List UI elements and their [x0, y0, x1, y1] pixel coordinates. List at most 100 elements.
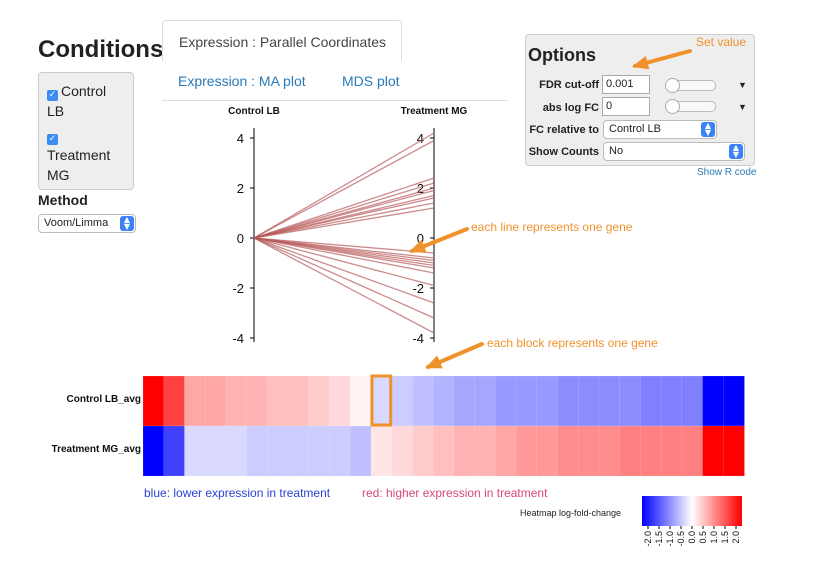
- condition-label-line2: LB: [47, 103, 65, 119]
- axis-label-control: Control LB: [228, 106, 280, 117]
- heatmap-cell: [723, 425, 745, 477]
- heatmap-cell: [184, 375, 206, 427]
- gene-line: [253, 237, 435, 254]
- fdr-caret-icon[interactable]: ▼: [738, 80, 747, 90]
- heatmap-cell: [495, 425, 517, 477]
- method-value: Voom/Limma: [44, 217, 109, 229]
- tick-label: 2: [417, 181, 424, 196]
- heatmap-cell: [660, 425, 683, 477]
- tab-divider: [162, 100, 508, 101]
- heatmap-cell: [412, 375, 434, 427]
- tick-label: -2: [232, 281, 244, 296]
- fc-relative-label: FC relative to: [529, 124, 599, 136]
- tab-mds-plot[interactable]: MDS plot: [342, 73, 400, 89]
- gene-line: [253, 237, 435, 274]
- abslogfc-label: abs log FC: [542, 102, 599, 114]
- heatmap-cell: [163, 375, 186, 427]
- condition-label-line1: Control: [61, 83, 107, 99]
- heatmap-cell: [246, 375, 269, 427]
- show-r-code-link[interactable]: Show R code: [697, 167, 757, 178]
- gene-line: [253, 237, 435, 304]
- heatmap-cell: [681, 375, 704, 427]
- heatmap-cell: [619, 375, 642, 427]
- highlighted-block: [370, 374, 393, 427]
- annotation-arrows: [409, 49, 692, 369]
- heatmap-cell: [225, 425, 248, 477]
- tick-label: 2: [237, 181, 244, 196]
- heatmap-cell: [308, 375, 331, 427]
- show-counts-value: No: [609, 145, 624, 157]
- legend-blue-text: blue: lower expression in treatment: [144, 486, 331, 500]
- set-value-arrow-head: [632, 55, 650, 70]
- annotation-each-line: each line represents one gene: [471, 220, 633, 234]
- condition-label-line2: MG: [47, 167, 70, 183]
- show-counts-label: Show Counts: [528, 146, 599, 158]
- heatmap-cell: [723, 375, 745, 427]
- abslogfc-slider[interactable]: [665, 99, 716, 114]
- colorbar: -2.0 -1.5 -1.0 -0.5 0.0 0.5 1.0 1.5 2.0: [642, 496, 742, 547]
- heatmap-cell: [412, 425, 434, 477]
- fdr-input[interactable]: 0.001: [602, 75, 650, 94]
- method-select[interactable]: Voom/Limma ▲ ▼: [38, 214, 136, 233]
- heatmap-cell: [474, 375, 497, 427]
- conditions-title: Conditions: [38, 36, 164, 63]
- heatmap-cell: [142, 425, 165, 477]
- heatmap-cell: [515, 425, 538, 477]
- fc-relative-select[interactable]: Control LB ▲ ▼: [603, 120, 717, 139]
- heatmap-cell: [432, 425, 455, 477]
- heatmap-cell: [557, 425, 579, 477]
- gene-line: [253, 139, 435, 239]
- condition-control-lb[interactable]: ✓ Control LB: [47, 81, 106, 121]
- tick-label: 4: [417, 131, 424, 146]
- heatmap-cell: [391, 375, 414, 427]
- heatmap-cell: [267, 425, 289, 477]
- abslogfc-input[interactable]: 0: [602, 97, 650, 116]
- checkbox-checked-icon[interactable]: ✓: [47, 134, 58, 145]
- heatmap-cell: [287, 425, 310, 477]
- gene-line: [253, 197, 435, 239]
- tick-label: 4: [237, 131, 244, 146]
- gene-line: [253, 132, 435, 239]
- select-arrows-icon: ▲ ▼: [729, 144, 743, 159]
- heatmap-cell: [702, 375, 725, 427]
- heatmap-cell: [349, 425, 372, 477]
- heatmap-cell: [598, 425, 621, 477]
- slider-knob[interactable]: [665, 78, 680, 93]
- heatmap-row-label: Control LB_avg: [67, 394, 141, 405]
- slider-knob[interactable]: [665, 99, 680, 114]
- parallel-coordinates-plot: Control LB Treatment MG 4 4 2 2 0 0 -2 -2 -4 -4: [228, 106, 467, 346]
- colorbar-tick-label: 2.0: [731, 531, 741, 544]
- heatmap-cell: [329, 375, 351, 427]
- heatmap-cell: [225, 375, 248, 427]
- heatmap-cell: [370, 375, 393, 427]
- heatmap-cell: [432, 375, 455, 427]
- heatmap-cell: [536, 425, 559, 477]
- heatmap-cell: [204, 425, 227, 477]
- heatmap-cell: [204, 375, 227, 427]
- abslogfc-caret-icon[interactable]: ▼: [738, 102, 747, 112]
- colorbar-tick-label: -1.5: [654, 531, 664, 547]
- heatmap-cell: [453, 375, 476, 427]
- annotation-set-value: Set value: [696, 35, 747, 49]
- heatmap-cell: [163, 425, 186, 477]
- select-arrows-icon: ▲ ▼: [701, 122, 715, 137]
- heatmap-cell: [370, 425, 393, 477]
- colorbar-tick-label: 0.0: [687, 531, 697, 544]
- heatmap-cell: [681, 425, 704, 477]
- show-counts-select[interactable]: No ▲ ▼: [603, 142, 745, 161]
- tab-parallel-coordinates[interactable]: Expression : Parallel Coordinates: [162, 20, 402, 61]
- heatmap-cell: [640, 425, 662, 477]
- condition-treatment-mg[interactable]: ✓ Treatment MG: [47, 125, 110, 185]
- fdr-label: FDR cut-off: [539, 79, 599, 91]
- colorbar-gradient: [642, 496, 742, 526]
- tab-ma-plot[interactable]: Expression : MA plot: [178, 73, 306, 89]
- fdr-slider[interactable]: [665, 78, 716, 93]
- each-line-arrow-head: [409, 239, 427, 253]
- checkbox-checked-icon[interactable]: ✓: [47, 90, 58, 101]
- gene-line: [253, 189, 435, 239]
- gene-line: [253, 202, 435, 239]
- annotation-each-block: each block represents one gene: [487, 336, 658, 350]
- gene-line: [253, 237, 435, 269]
- gene-line: [253, 182, 435, 239]
